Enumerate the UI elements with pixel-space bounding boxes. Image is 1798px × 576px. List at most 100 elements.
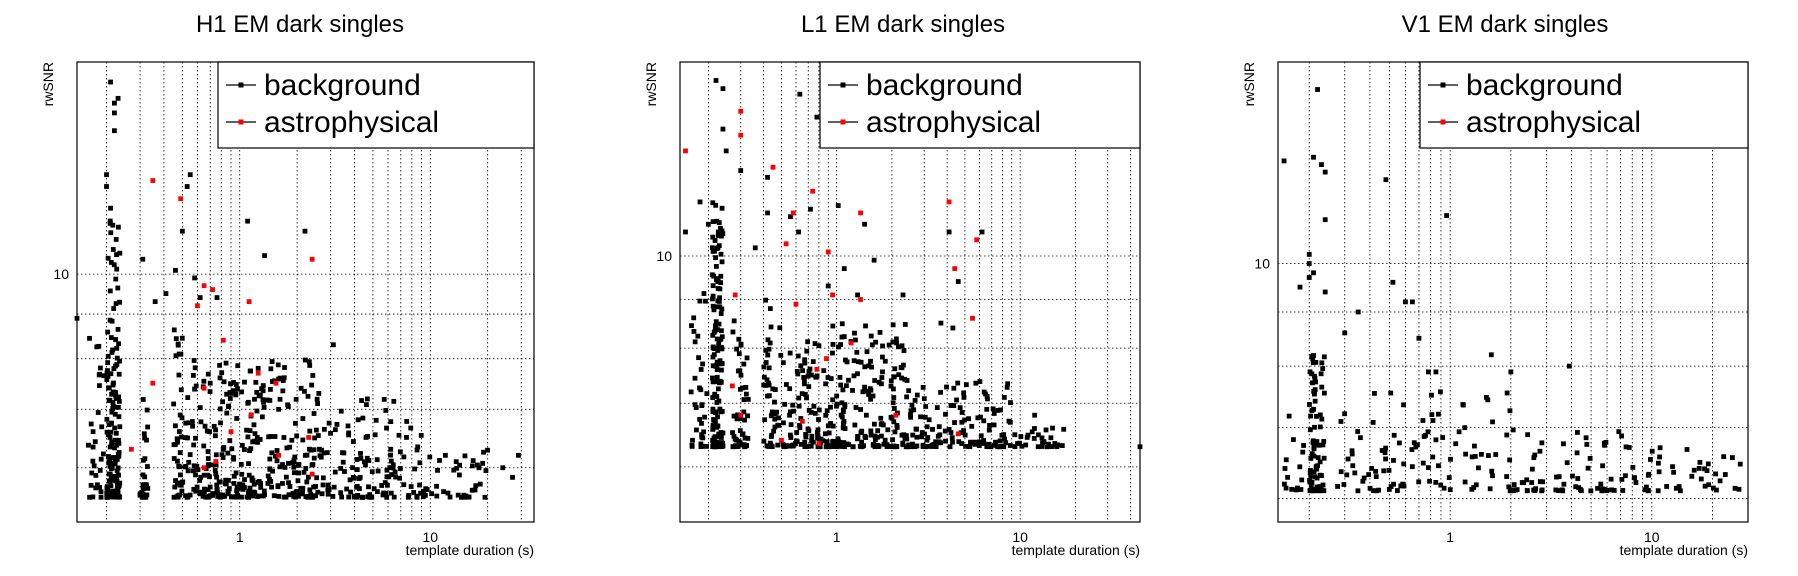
data-point [113,396,119,401]
data-point [713,363,718,369]
data-point [1657,445,1663,451]
data-point [293,420,298,426]
data-point [942,428,948,434]
data-point [382,480,388,486]
data-point [97,383,102,389]
data-point [739,432,745,437]
data-point [719,443,724,449]
data-point [1463,451,1469,457]
data-point [485,447,490,453]
data-point [179,335,185,341]
data-point [914,434,920,440]
data-point [190,423,196,429]
data-point [145,485,151,491]
data-point [1506,484,1512,490]
data-point [1311,445,1317,451]
data-point [715,229,721,235]
data-point [197,478,203,483]
data-point [934,405,940,410]
data-point [1644,484,1649,490]
data-point [112,389,118,395]
data-point [1416,479,1422,485]
data-point [1649,448,1655,454]
data-point [1361,475,1367,481]
data-point [740,385,745,391]
data-point [716,444,722,450]
data-point [346,432,351,438]
data-point [828,376,834,381]
data-point [804,444,809,450]
data-point [224,410,230,416]
data-point [178,434,184,440]
data-point [268,366,274,372]
data-point [320,475,326,481]
data-point [241,447,247,452]
data-point [391,494,397,500]
data-point [823,381,829,387]
data-point [1561,481,1567,487]
data-point [105,360,111,366]
data-point [741,442,747,448]
data-point [108,230,114,236]
data-point [315,401,321,407]
data-point [887,443,893,449]
data-point [888,383,894,389]
data-point [191,486,197,492]
data-point [383,491,389,496]
data-point [239,389,244,395]
data-point [1416,335,1422,341]
data-point [384,467,390,473]
data-point [210,491,216,496]
data-point [411,490,417,495]
data-point [908,412,913,417]
data-point [267,398,273,403]
data-point [1032,412,1038,418]
data-point [868,333,874,339]
data-point [90,429,96,435]
data-point [910,442,915,448]
data-point [852,422,858,428]
data-point [719,205,725,211]
data-point [799,391,805,397]
legend-marker [238,82,244,88]
data-point [1310,356,1316,362]
data-point [109,460,115,466]
x-axis-label: template duration (s) [1012,542,1140,558]
data-point [1574,450,1580,456]
data-point [975,415,981,421]
data-point [1409,464,1415,470]
data-point [1314,439,1320,444]
data-point [763,360,769,365]
data-point [251,422,257,428]
data-point [205,371,211,377]
data-point [178,387,184,393]
data-point [276,406,282,412]
data-point [715,232,721,238]
data-point [743,391,749,397]
data-point [313,484,318,489]
data-point [850,444,856,450]
data-point [1043,427,1049,433]
data-point [1476,465,1481,471]
data-point [293,490,299,496]
data-point [738,132,744,138]
data-point [828,421,834,426]
data-point [1486,453,1491,458]
data-point [963,443,968,449]
data-point [375,489,380,495]
data-point [830,350,835,356]
data-point [864,349,870,355]
data-point [104,494,110,500]
data-point [142,435,147,441]
data-point [1285,474,1291,480]
data-point [718,273,724,279]
data-point [192,275,198,281]
data-point [909,402,915,408]
data-point [275,484,281,490]
data-point [384,425,389,431]
data-point [212,433,218,439]
data-point [108,371,114,377]
data-point [894,340,899,346]
data-point [239,442,245,448]
data-point [867,386,873,392]
